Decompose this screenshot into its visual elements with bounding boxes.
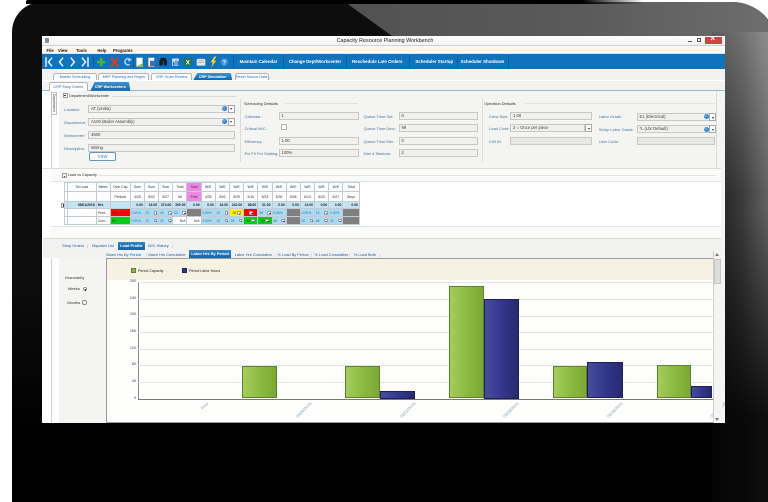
svg-text:X: X [186,60,191,67]
svg-text:?: ? [222,59,226,66]
